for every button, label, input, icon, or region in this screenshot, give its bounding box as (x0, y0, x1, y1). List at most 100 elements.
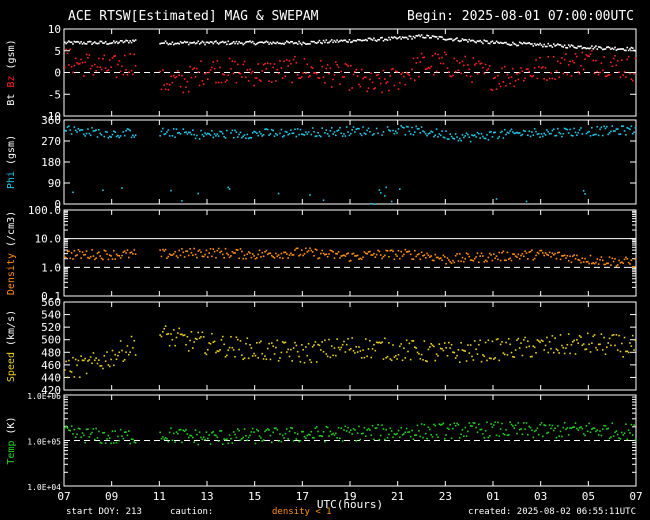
data-point (629, 263, 631, 265)
data-point (456, 37, 458, 39)
data-point (298, 254, 300, 257)
data-point (80, 129, 82, 131)
data-point (280, 440, 283, 443)
data-point (566, 128, 569, 131)
data-point (272, 431, 274, 434)
data-point (333, 434, 336, 436)
data-point (596, 70, 599, 73)
data-point (524, 42, 526, 45)
data-point (160, 335, 163, 338)
data-point (272, 345, 274, 347)
data-point (574, 46, 577, 49)
data-point (375, 427, 378, 429)
data-point (591, 49, 593, 52)
data-point (448, 259, 450, 261)
data-point (550, 427, 552, 430)
data-point (435, 70, 438, 73)
data-point (322, 350, 325, 353)
data-point (128, 71, 130, 74)
data-point (73, 126, 76, 128)
data-point (434, 52, 437, 55)
data-point (599, 343, 601, 346)
data-point (571, 426, 574, 429)
data-point (525, 200, 528, 203)
data-point (317, 343, 319, 346)
data-point (287, 257, 289, 259)
x-tick-label: 15 (248, 490, 261, 503)
data-point (113, 249, 115, 252)
data-point (397, 249, 400, 252)
data-point (374, 256, 377, 258)
data-point (487, 436, 490, 439)
data-point (159, 134, 161, 137)
data-point (118, 41, 121, 44)
data-point (570, 427, 573, 429)
data-point (231, 250, 234, 253)
data-point (607, 427, 609, 430)
data-point (463, 260, 465, 263)
data-point (72, 71, 74, 74)
data-point (198, 43, 201, 45)
data-point (597, 343, 600, 346)
data-point (309, 194, 311, 196)
data-point (601, 259, 604, 262)
x-tick-label: 23 (439, 490, 452, 503)
data-point (385, 186, 388, 189)
data-point (277, 72, 280, 75)
data-point (476, 40, 479, 42)
data-point (393, 258, 396, 261)
data-point (213, 434, 216, 436)
data-point (318, 257, 321, 259)
data-point (235, 40, 238, 43)
panel-frame (63, 119, 637, 205)
data-point (377, 73, 379, 76)
data-point (179, 428, 182, 431)
data-point (261, 251, 264, 254)
data-point (433, 259, 435, 262)
data-point (258, 341, 261, 344)
data-point (414, 434, 416, 436)
data-point (558, 251, 560, 254)
data-point (128, 128, 130, 131)
data-point (607, 46, 609, 48)
x-tick-label: 05 (582, 490, 595, 503)
data-point (528, 425, 531, 428)
data-point (211, 66, 213, 69)
data-point (73, 376, 76, 378)
data-point (601, 134, 604, 137)
data-point (502, 432, 505, 435)
data-point (467, 344, 469, 346)
data-point (517, 337, 520, 340)
data-point (475, 62, 477, 65)
data-point (366, 355, 368, 358)
data-point (249, 136, 251, 139)
data-point (69, 429, 72, 432)
data-point (115, 40, 118, 43)
data-point (205, 133, 208, 136)
data-point (571, 135, 574, 137)
data-point (558, 44, 560, 46)
data-point (106, 253, 108, 255)
data-point (499, 343, 502, 346)
data-point (448, 71, 450, 73)
data-point (533, 257, 536, 260)
data-point (320, 41, 322, 44)
data-point (85, 250, 88, 252)
data-point (234, 129, 236, 132)
data-point (629, 72, 631, 75)
y-tick-label: 10 (48, 23, 61, 36)
data-point (279, 256, 281, 259)
data-point (133, 40, 136, 43)
data-point (111, 430, 114, 433)
data-point (100, 40, 103, 43)
data-point (98, 57, 100, 60)
data-point (324, 253, 326, 256)
data-point (213, 340, 216, 343)
data-point (134, 39, 137, 41)
data-point (428, 132, 431, 134)
data-point (557, 425, 559, 427)
data-point (224, 438, 227, 441)
data-point (374, 349, 377, 352)
data-point (118, 255, 121, 257)
data-point (187, 90, 190, 93)
